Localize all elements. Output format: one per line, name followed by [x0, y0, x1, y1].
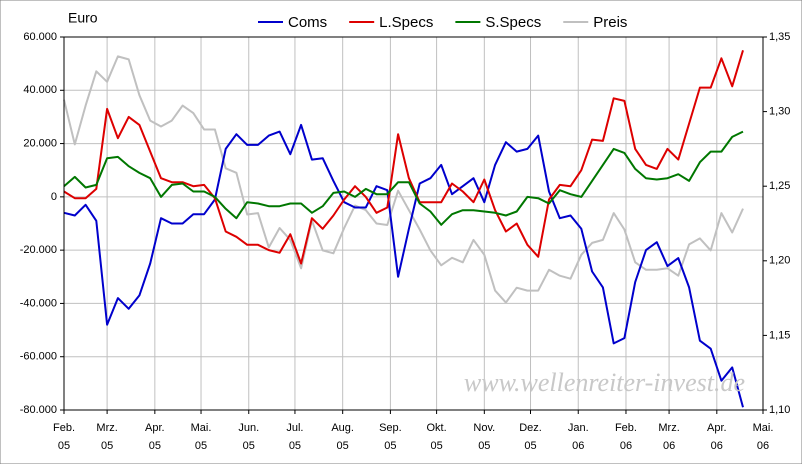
- y2-tick-label: 1,20: [769, 255, 790, 267]
- x-tick-label: Dez. 05: [519, 422, 542, 452]
- series-line: [63, 123, 744, 408]
- x-tick-label: Jun. 05: [238, 422, 259, 452]
- y-tick-label: -80.000: [20, 404, 57, 416]
- x-tick-label: Mai. 05: [191, 422, 212, 452]
- x-tick-label: Sep. 05: [379, 422, 402, 452]
- y2-tick-label: 1,25: [769, 180, 790, 192]
- x-tick-label: Mai. 06: [753, 422, 774, 452]
- y2-tick-label: 1,15: [769, 329, 790, 341]
- y-tick-label: -60.000: [20, 351, 57, 363]
- y2-tick-label: 1,30: [769, 106, 790, 118]
- y-tick-label: -40.000: [20, 297, 57, 309]
- y-tick-label: 60.000: [23, 31, 57, 43]
- series-line: [63, 130, 744, 226]
- x-tick-label: Aug. 05: [331, 422, 354, 452]
- x-tick-label: Feb. 05: [53, 422, 75, 452]
- x-tick-label: Mrz. 05: [96, 422, 117, 452]
- y-tick-label: 40.000: [23, 84, 57, 96]
- y2-tick-label: 1,10: [769, 404, 790, 416]
- series-line: [63, 50, 744, 265]
- legend-label: Preis: [593, 14, 627, 31]
- x-tick-label: Apr. 05: [145, 422, 165, 452]
- x-tick-label: Nov. 05: [473, 422, 495, 452]
- watermark: www.wellenreiter-invest.de: [464, 368, 745, 397]
- y-axis-label: Euro: [68, 10, 98, 26]
- legend-label: L.Specs: [379, 14, 433, 31]
- y-tick-label: -20.000: [20, 244, 57, 256]
- y-tick-label: 0: [51, 191, 57, 203]
- x-tick-label: Apr. 06: [707, 422, 727, 452]
- plot-area: [63, 36, 764, 411]
- legend-label: S.Specs: [485, 14, 541, 31]
- y2-tick-label: 1,35: [769, 31, 790, 43]
- series-line: [63, 55, 744, 304]
- x-tick-label: Okt. 05: [427, 422, 447, 452]
- x-tick-label: Feb. 06: [615, 422, 637, 452]
- x-tick-label: Jan. 06: [568, 422, 589, 452]
- y-tick-label: 20.000: [23, 137, 57, 149]
- x-tick-label: Jul. 05: [286, 422, 303, 452]
- legend-label: Coms: [288, 14, 327, 31]
- x-tick-label: Mrz. 06: [658, 422, 679, 452]
